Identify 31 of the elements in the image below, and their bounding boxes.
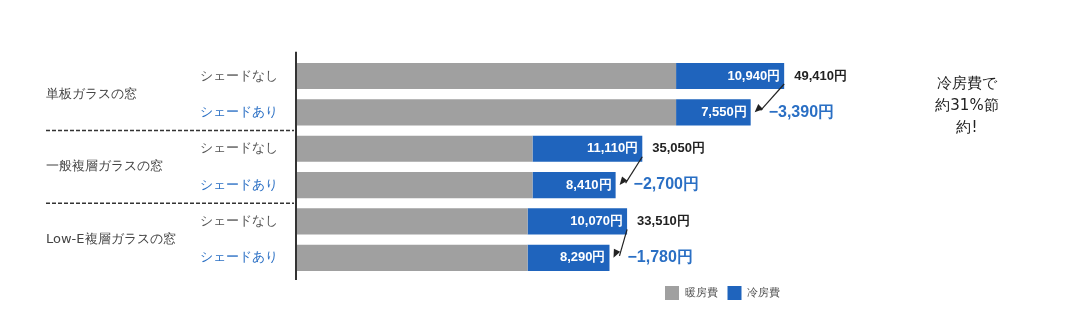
bar xyxy=(296,244,528,271)
data-label: 7,550円 xyxy=(701,103,747,119)
annotation: −3,390円 xyxy=(768,102,835,120)
total-label: 35,050円 xyxy=(652,140,706,156)
y-tick-label: シェードなし xyxy=(200,140,278,156)
bar xyxy=(296,208,528,235)
total-label: 49,410円 xyxy=(794,67,847,83)
y-tick-label: シェードあり xyxy=(200,176,278,192)
text: Low-E複層ガラスの窓 xyxy=(46,231,176,247)
text: 単板ガラスの窓 xyxy=(46,85,137,101)
data-label: 10,940円 xyxy=(727,67,781,83)
data-label: 10,070円 xyxy=(570,213,624,229)
bar xyxy=(296,99,677,126)
bar xyxy=(527,208,628,235)
bar xyxy=(296,62,677,90)
total-label: 33,510円 xyxy=(637,213,690,229)
data-label: 11,110円 xyxy=(586,140,639,156)
text: 冷房費で約31%節約! xyxy=(935,73,999,138)
legend-label: 冷房費 xyxy=(747,286,780,299)
data-label: 8,290円 xyxy=(559,249,606,265)
y-tick-label: シェードあり xyxy=(200,103,278,119)
annotation: −1,780円 xyxy=(627,248,693,266)
data-label: 8,410円 xyxy=(566,176,612,192)
legend-label: 暖房費 xyxy=(684,286,718,299)
y-tick-label: シェードなし xyxy=(200,213,278,229)
annotation: −2,700円 xyxy=(633,175,700,193)
bar xyxy=(296,135,533,162)
y-tick-label: シェードなし xyxy=(200,67,278,83)
y-tick-label: シェードあり xyxy=(200,249,278,265)
bar xyxy=(296,171,533,199)
text: 一般複層ガラスの窓 xyxy=(46,158,163,174)
